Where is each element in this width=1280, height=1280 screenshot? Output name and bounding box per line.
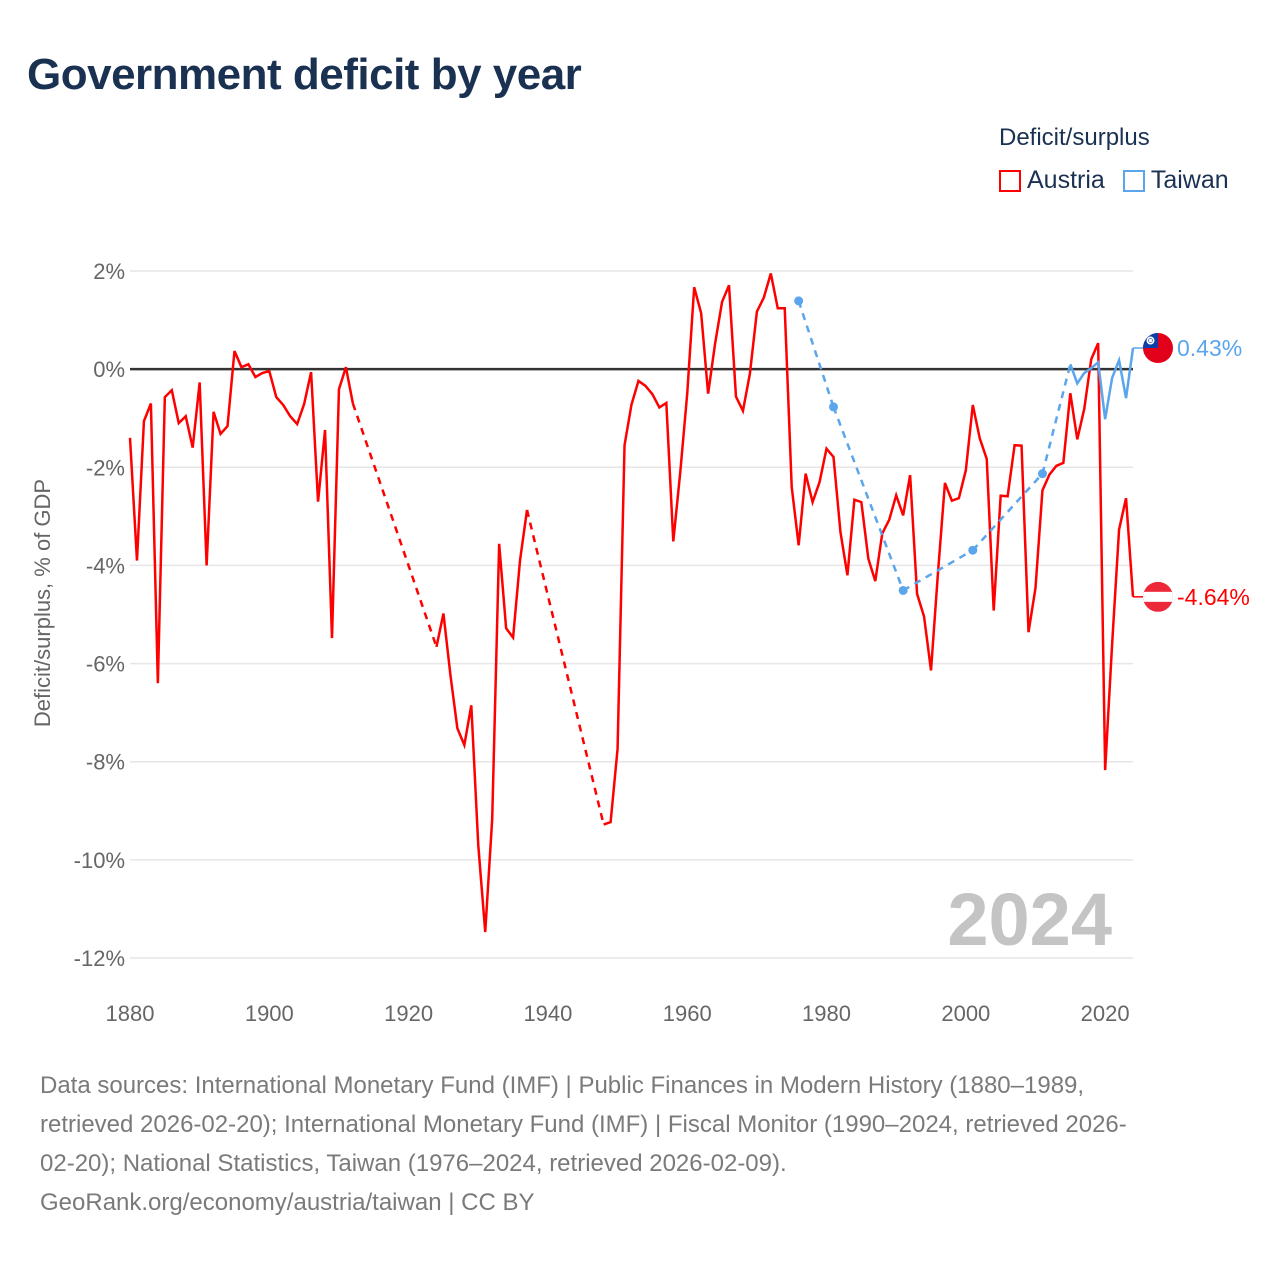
legend-item-taiwan[interactable]: Taiwan	[1122, 166, 1229, 195]
y-tick-label: 0%	[93, 357, 125, 382]
y-tick-label: -4%	[86, 553, 125, 578]
x-tick-label: 2000	[941, 1001, 990, 1026]
footer-line: 02-20); National Statistics, Taiwan (197…	[40, 1150, 787, 1177]
x-tick-label: 1980	[802, 1001, 851, 1026]
taiwan-point	[794, 296, 804, 306]
taiwan-gap-line	[971, 472, 1044, 552]
austria-gap-line	[351, 403, 438, 648]
taiwan-point	[1037, 469, 1047, 479]
y-axis-label: Deficit/surplus, % of GDP	[30, 479, 55, 727]
y-tick-label: -6%	[86, 652, 125, 677]
legend: Austria Taiwan	[999, 166, 1229, 195]
austria-end-label: -4.64%	[1177, 584, 1250, 610]
legend-swatch-austria	[999, 169, 1021, 192]
y-tick-label: -2%	[86, 455, 125, 480]
x-tick-label: 1960	[663, 1001, 712, 1026]
austria-line	[128, 350, 355, 684]
taiwan-point	[968, 545, 978, 555]
austria-line	[603, 273, 1135, 826]
x-tick-label: 1920	[384, 1001, 433, 1026]
legend-label-taiwan: Taiwan	[1150, 166, 1229, 194]
legend-label-austria: Austria	[1027, 166, 1105, 194]
austria-gap-line	[525, 509, 605, 825]
taiwan-gap-line	[832, 406, 905, 591]
legend-item-austria[interactable]: Austria	[999, 166, 1105, 195]
legend-title: Deficit/surplus	[999, 124, 1150, 151]
y-tick-label: -12%	[74, 946, 125, 971]
chart-title: Government deficit by year	[27, 50, 582, 99]
y-tick-label: -8%	[86, 750, 125, 775]
footer-sources: Data sources: International Monetary Fun…	[40, 1066, 1127, 1222]
taiwan-gap-line	[1041, 363, 1072, 474]
footer-line: Data sources: International Monetary Fun…	[40, 1072, 1085, 1099]
year-watermark: 2024	[947, 878, 1112, 961]
footer-line: retrieved 2026-02-20); International Mon…	[40, 1111, 1127, 1138]
taiwan-gap-line	[797, 300, 835, 408]
x-tick-label: 2020	[1081, 1001, 1130, 1026]
taiwan-end-label: 0.43%	[1177, 335, 1242, 361]
taiwan-point	[898, 585, 908, 595]
austria-flag-icon	[1143, 581, 1173, 612]
taiwan-gap-line	[902, 549, 974, 592]
y-tick-label: -10%	[74, 848, 125, 873]
legend-swatch-taiwan	[1122, 169, 1145, 192]
austria-line	[435, 509, 529, 933]
y-tick-label: 2%	[93, 259, 125, 284]
taiwan-flag-icon	[1143, 333, 1173, 364]
footer-line[interactable]: GeoRank.org/economy/austria/taiwan | CC …	[40, 1189, 535, 1216]
x-tick-label: 1880	[106, 1001, 155, 1026]
x-tick-label: 1940	[523, 1001, 572, 1026]
taiwan-line	[1069, 347, 1135, 420]
taiwan-point	[828, 402, 838, 412]
x-tick-label: 1900	[245, 1001, 294, 1026]
